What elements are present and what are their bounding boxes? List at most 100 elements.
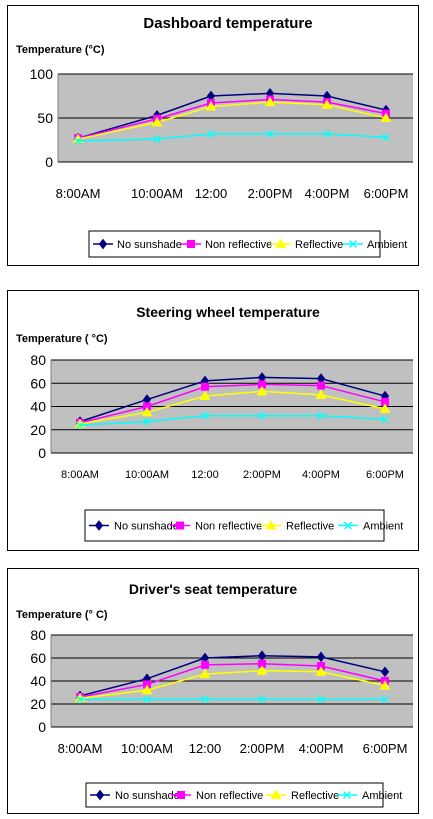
legend-marker — [187, 240, 195, 248]
legend-label: Reflective — [295, 239, 343, 251]
x-tick-label: 8:00AM — [58, 741, 103, 756]
y-tick-label: 80 — [30, 352, 46, 368]
steering-wheel-chart-panel: Steering wheel temperature Temperature ( … — [7, 290, 419, 551]
data-point — [316, 651, 326, 663]
dashboard-chart: Dashboard temperature Temperature (°C) 0 50… — [16, 15, 413, 258]
data-point — [201, 660, 209, 669]
data-point — [315, 389, 327, 399]
data-point — [317, 695, 325, 704]
steering-wheel-chart: Steering wheel temperature Temperature ( … — [16, 304, 413, 542]
y-axis-label: Temperature ( °C) — [16, 333, 108, 345]
data-point — [141, 406, 153, 417]
data-point — [381, 415, 389, 424]
x-tick-label: 8:00AM — [56, 186, 101, 201]
x-tick-label: 4:00PM — [302, 469, 340, 481]
series-line — [79, 654, 386, 697]
y-tick-label: 0 — [38, 445, 46, 461]
series-line — [77, 133, 387, 142]
legend-marker — [344, 521, 352, 530]
legend-marker — [176, 521, 184, 530]
data-point — [141, 684, 153, 695]
dashboard-chart-panel: Dashboard temperature Temperature (°C) 0 50… — [7, 5, 419, 266]
x-tick-label: 6:00PM — [363, 741, 408, 756]
x-tick-label: 12:00 — [191, 469, 219, 481]
x-tick-label: 10:00AM — [121, 741, 173, 756]
data-point — [199, 668, 211, 679]
legend-marker — [349, 240, 357, 248]
data-point — [380, 666, 390, 678]
data-point — [74, 136, 82, 145]
legend-label: Ambient — [367, 239, 407, 251]
y-tick-label: 50 — [37, 110, 53, 126]
data-point — [315, 666, 327, 676]
x-tick-label: 12:00 — [189, 741, 222, 756]
legend-label: Reflective — [291, 790, 339, 802]
data-point — [205, 101, 217, 111]
data-point — [266, 129, 274, 138]
legend-marker — [98, 238, 108, 250]
legend-marker — [270, 789, 282, 799]
series-line — [79, 669, 386, 699]
drivers-seat-chart: Driver's seat temperature Temperature (° … — [16, 581, 413, 808]
series-line — [77, 98, 387, 139]
legend-label: Non reflective — [195, 521, 262, 533]
legend-marker — [343, 791, 351, 799]
legend-label: No sunshade — [115, 790, 180, 802]
series-line — [79, 390, 386, 425]
series-line — [79, 376, 386, 423]
series-line — [77, 92, 387, 139]
legend-marker — [275, 238, 287, 248]
data-point — [201, 382, 209, 391]
data-point — [143, 695, 151, 704]
legend-label: Ambient — [362, 790, 402, 802]
series-line — [77, 101, 387, 140]
y-tick-label: 60 — [30, 375, 46, 391]
x-tick-label: 12:00 — [195, 186, 228, 201]
y-tick-label: 80 — [30, 627, 46, 643]
legend — [84, 509, 385, 542]
y-tick-label: 100 — [30, 66, 54, 82]
data-point — [379, 680, 391, 690]
legend-label: No sunshade — [114, 521, 179, 533]
y-tick-label: 20 — [30, 696, 46, 712]
y-tick-label: 60 — [30, 650, 46, 666]
data-point — [256, 385, 268, 396]
data-point — [258, 695, 266, 704]
chart-title: Steering wheel temperature — [136, 304, 320, 320]
y-tick-label: 40 — [30, 673, 46, 689]
chart-title: Dashboard temperature — [143, 15, 312, 32]
data-point — [153, 135, 161, 144]
data-point — [151, 116, 163, 127]
x-tick-label: 2:00PM — [243, 469, 281, 481]
data-point — [382, 133, 390, 142]
legend-label: Non reflective — [196, 790, 263, 802]
data-point — [143, 417, 151, 426]
data-point — [201, 695, 209, 704]
x-tick-label: 4:00PM — [305, 186, 350, 201]
data-point — [317, 411, 325, 420]
data-point — [317, 381, 325, 390]
x-tick-label: 4:00PM — [299, 741, 344, 756]
legend — [88, 230, 381, 258]
x-tick-label: 8:00AM — [61, 469, 99, 481]
data-point — [256, 665, 268, 675]
y-tick-label: 0 — [45, 154, 53, 170]
data-point — [321, 99, 333, 109]
series-line — [79, 662, 386, 698]
data-point — [264, 96, 276, 107]
y-tick-label: 20 — [30, 422, 46, 438]
data-point — [207, 129, 215, 138]
legend-marker — [95, 789, 105, 801]
x-tick-label: 10:00AM — [125, 469, 169, 481]
x-tick-label: 6:00PM — [366, 469, 404, 481]
data-point — [76, 695, 84, 704]
y-axis-label: Temperature (°C) — [16, 44, 105, 56]
data-point — [379, 403, 391, 413]
data-point — [380, 112, 392, 122]
x-tick-label: 6:00PM — [364, 186, 409, 201]
legend — [85, 782, 384, 808]
legend-label: Reflective — [286, 521, 334, 533]
y-tick-label: 0 — [38, 719, 46, 735]
legend-label: Non reflective — [205, 239, 272, 251]
legend-marker — [265, 519, 277, 530]
